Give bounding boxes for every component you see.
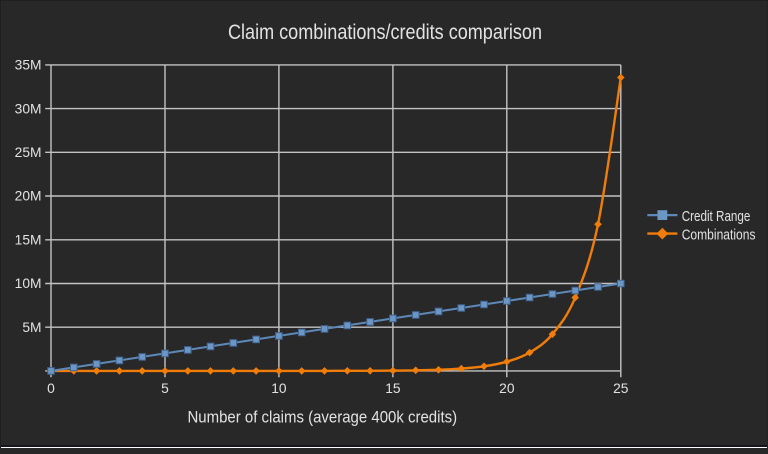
svg-text:5: 5 xyxy=(161,381,169,396)
svg-text:10: 10 xyxy=(271,381,287,396)
svg-text:30M: 30M xyxy=(15,101,42,116)
svg-text:Number of claims (average 400k: Number of claims (average 400k credits) xyxy=(187,409,457,427)
svg-text:5M: 5M xyxy=(22,320,41,335)
svg-text:Combinations: Combinations xyxy=(682,227,756,243)
svg-text:20: 20 xyxy=(499,381,515,396)
svg-text:25M: 25M xyxy=(15,145,42,160)
svg-text:Claim combinations/credits com: Claim combinations/credits comparison xyxy=(228,21,542,44)
svg-text:35M: 35M xyxy=(15,58,42,73)
svg-text:15M: 15M xyxy=(15,232,42,247)
svg-text:20M: 20M xyxy=(15,189,42,204)
svg-text:0: 0 xyxy=(47,381,55,396)
svg-text:10M: 10M xyxy=(15,276,42,291)
svg-text:25: 25 xyxy=(613,381,629,396)
svg-text:Credit Range: Credit Range xyxy=(682,209,751,225)
svg-text:15: 15 xyxy=(385,381,401,396)
